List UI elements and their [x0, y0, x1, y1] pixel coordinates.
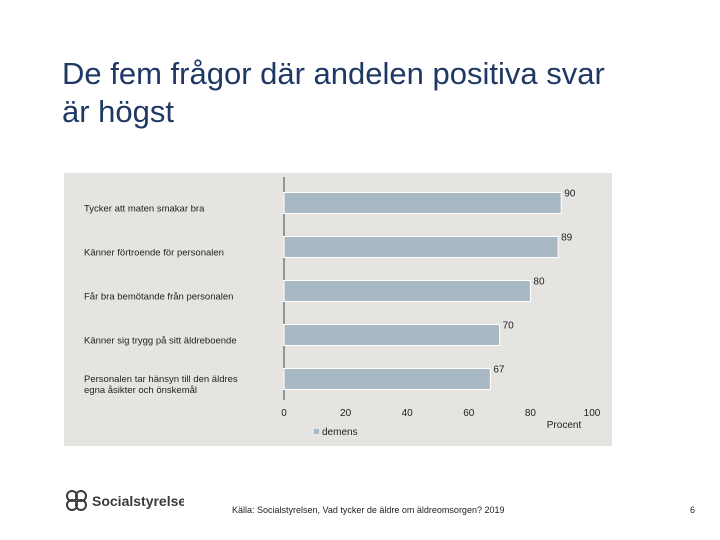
x-tick-label: 100	[584, 408, 601, 419]
bar	[283, 236, 559, 258]
slide-title: De fem frågor där andelen positiva svar …	[62, 55, 682, 131]
bar-chart: 90 Tycker att maten smakar bra 89 Känner fö…	[84, 177, 601, 438]
x-tick-label: 80	[525, 408, 537, 419]
chart-panel: 90 Tycker att maten smakar bra 89 Känner fö…	[64, 173, 612, 446]
category-label: Får bra bemötande från personalen	[84, 292, 233, 303]
socialstyrelsen-logo: Socialstyrelsen	[64, 488, 195, 519]
title-line-2: är högst	[62, 94, 175, 129]
category-label: Känner sig trygg på sitt äldreboende	[84, 336, 237, 347]
title-line-1: De fem frågor där andelen positiva svar	[62, 56, 605, 91]
value-label: 70	[503, 321, 515, 332]
category-label: egna åsikter och önskemål	[84, 385, 197, 396]
legend-label: demens	[322, 427, 358, 438]
bar	[283, 324, 501, 346]
x-axis-title: Procent	[547, 420, 582, 431]
x-tick-label: 0	[281, 408, 287, 419]
category-label: Känner förtroende för personalen	[84, 248, 224, 259]
logo-text: Socialstyrelsen	[92, 493, 184, 509]
value-label: 67	[493, 365, 505, 376]
value-label: 90	[564, 189, 576, 200]
source-note: Källa: Socialstyrelsen, Vad tycker de äl…	[232, 505, 505, 515]
legend-swatch	[314, 429, 319, 434]
x-tick-label: 40	[402, 408, 414, 419]
category-label: Personalen tar hänsyn till den äldres	[84, 374, 238, 385]
page-number: 6	[690, 505, 696, 515]
logo-mark-icon: Socialstyrelsen	[66, 490, 195, 511]
x-tick-label: 60	[463, 408, 475, 419]
bar	[283, 192, 562, 214]
value-label: 89	[561, 233, 573, 244]
x-tick-label: 20	[340, 408, 352, 419]
bar	[283, 280, 531, 302]
bar	[283, 368, 491, 390]
category-label: Tycker att maten smakar bra	[84, 204, 205, 215]
value-label: 80	[533, 277, 545, 288]
